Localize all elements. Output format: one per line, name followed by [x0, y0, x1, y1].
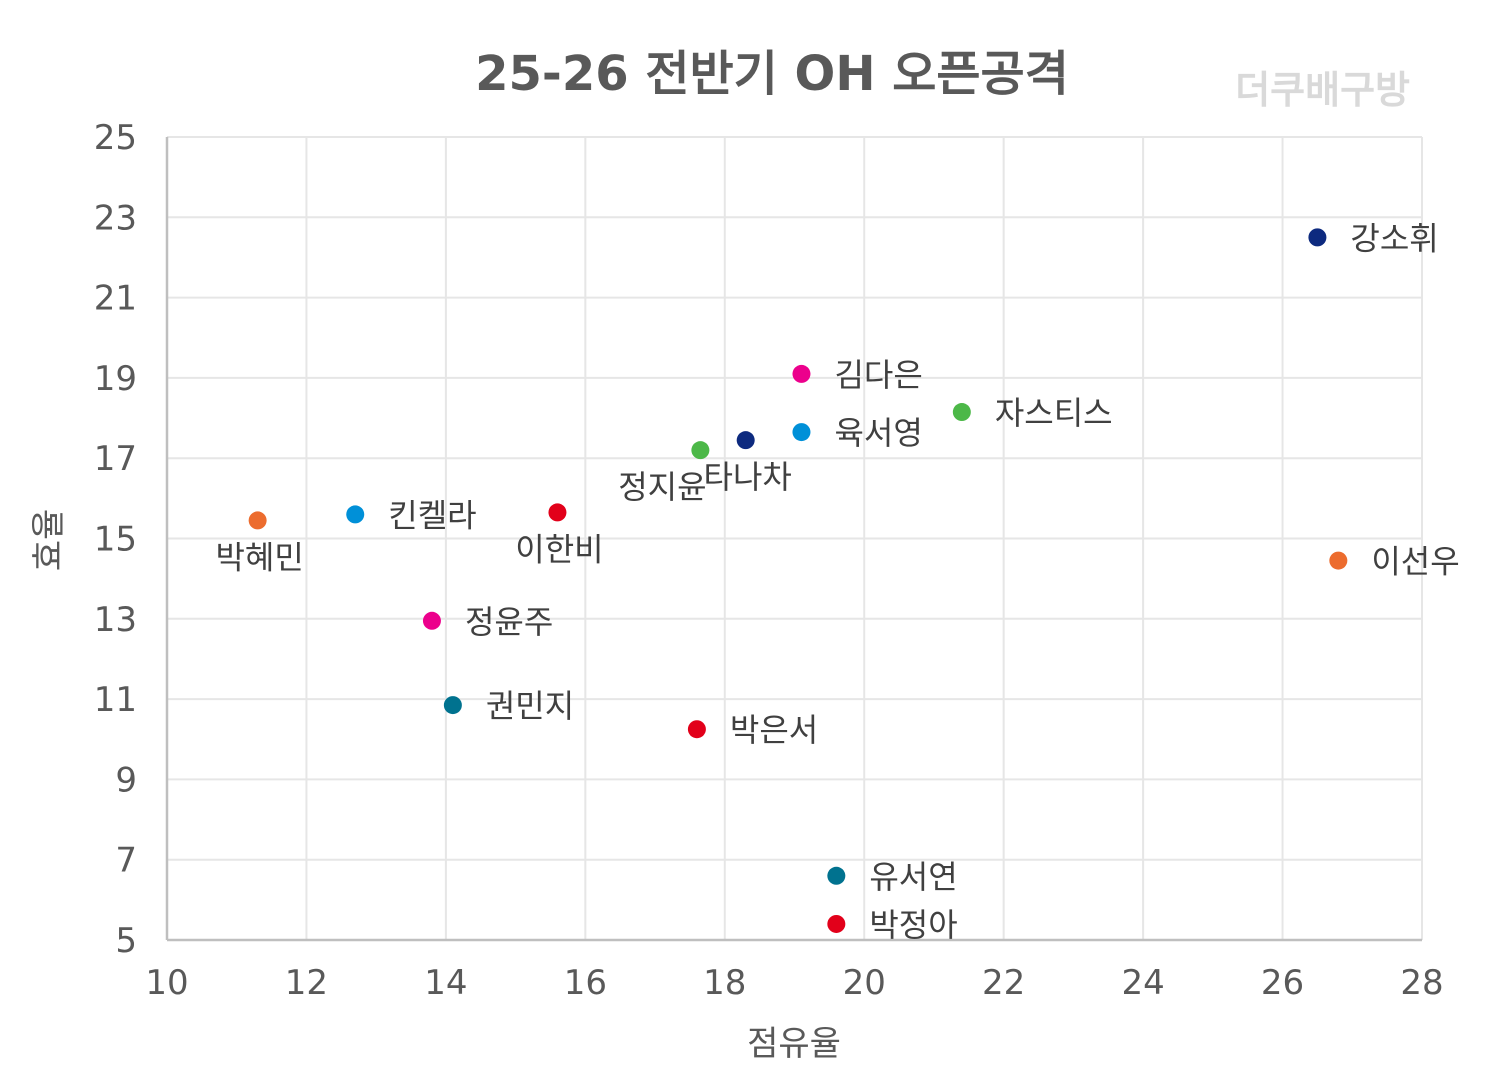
data-point: [792, 423, 811, 442]
y-tick-label: 21: [94, 279, 137, 319]
data-point: [827, 914, 846, 933]
point-label: 박정아: [869, 906, 957, 944]
chart-title: 25-26 전반기 OH 오픈공격: [475, 46, 1069, 102]
data-point: [736, 431, 755, 450]
point-label: 이한비: [515, 530, 603, 568]
watermark: 더쿠배구방: [1235, 68, 1410, 112]
data-point: [691, 441, 710, 460]
point-label: 강소휘: [1350, 219, 1438, 257]
y-tick-label: 19: [94, 359, 137, 399]
x-tick-label: 28: [1400, 963, 1443, 1003]
y-tick-label: 23: [94, 198, 137, 238]
point-label: 박은서: [730, 711, 818, 749]
x-tick-label: 24: [1121, 963, 1164, 1003]
data-point: [952, 403, 971, 422]
point-label: 박혜민: [215, 538, 303, 576]
x-axis-label: 점유율: [747, 1024, 841, 1064]
x-tick-label: 18: [703, 963, 746, 1003]
x-tick-label: 22: [982, 963, 1025, 1003]
y-tick-label: 7: [115, 841, 137, 881]
point-label: 이선우: [1371, 543, 1459, 581]
tick-labels: 5 7 9 11 13 15 17 19 21 23 25 10 12 14 16 18 20 22 24 26 28: [94, 118, 1444, 1003]
x-tick-label: 14: [424, 963, 467, 1003]
data-point: [1308, 228, 1327, 247]
gridlines: [167, 136, 1423, 940]
point-label: 자스티스: [995, 394, 1113, 432]
data-point: [792, 364, 811, 383]
point-label: 김다은: [834, 356, 922, 394]
data-point: [1329, 551, 1348, 570]
x-tick-label: 10: [145, 963, 188, 1003]
y-tick-label: 11: [94, 680, 137, 720]
data-point: [827, 866, 846, 885]
x-tick-label: 26: [1261, 963, 1304, 1003]
point-label: 정지윤: [618, 468, 706, 506]
point-label: 육서영: [834, 414, 922, 452]
y-tick-label: 17: [94, 439, 137, 479]
y-tick-label: 5: [115, 921, 137, 961]
data-point: [346, 505, 365, 524]
point-label: 유서연: [869, 858, 957, 896]
x-tick-label: 16: [564, 963, 607, 1003]
point-label: 타나차: [704, 458, 792, 496]
data-point: [687, 720, 706, 739]
data-point: [248, 511, 267, 530]
point-label: 권민지: [486, 687, 574, 725]
y-tick-label: 25: [94, 118, 137, 158]
axes: [165, 137, 1422, 942]
data-point: [548, 503, 567, 522]
x-tick-label: 12: [285, 963, 328, 1003]
point-label: 킨켈라: [388, 496, 476, 534]
point-label: 정윤주: [465, 603, 553, 641]
y-axis-label: 효율: [29, 509, 69, 572]
y-tick-label: 9: [115, 760, 137, 800]
x-tick-label: 20: [843, 963, 886, 1003]
data-point: [422, 611, 441, 630]
y-tick-label: 13: [94, 600, 137, 640]
data-point: [443, 696, 462, 715]
y-tick-label: 15: [94, 520, 137, 560]
